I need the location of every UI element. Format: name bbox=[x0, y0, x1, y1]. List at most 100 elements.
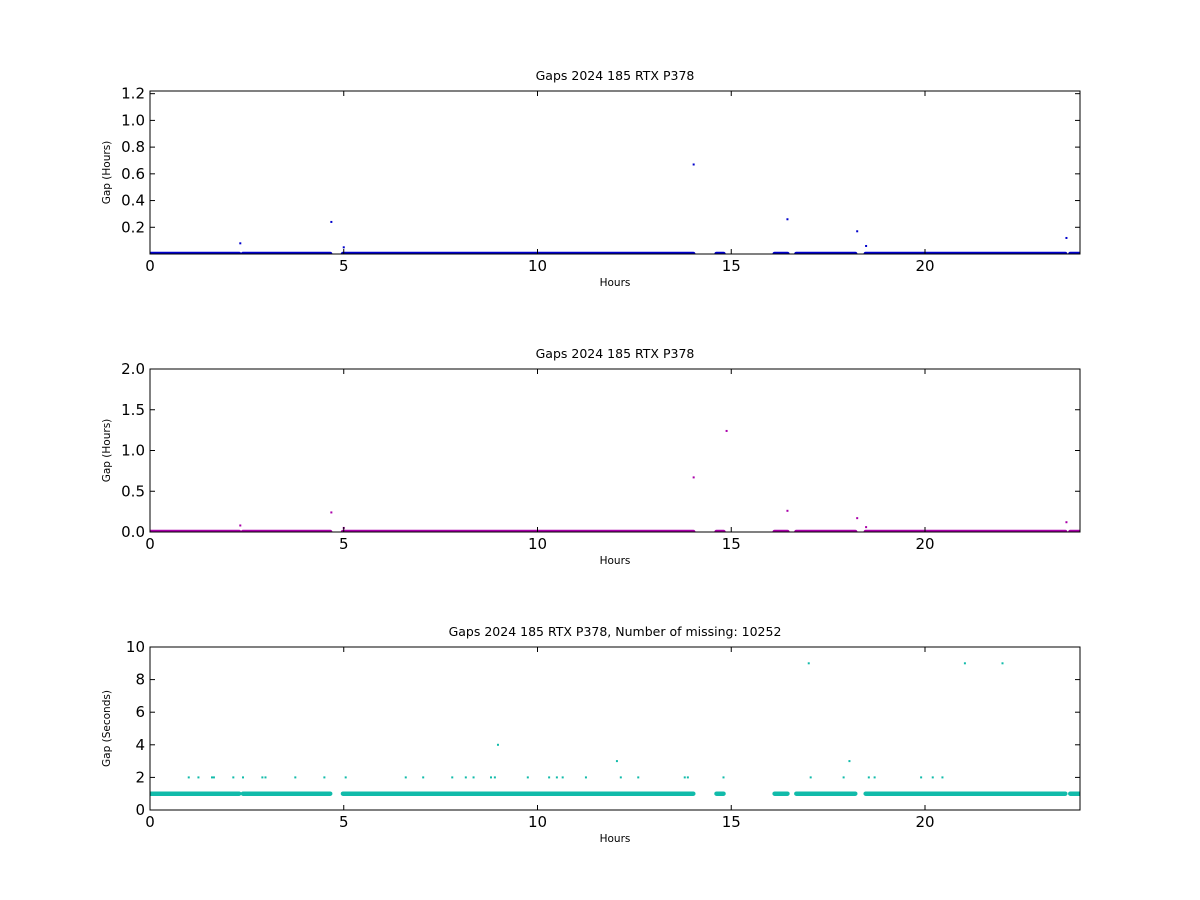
y-tick-label: 0 bbox=[135, 801, 145, 819]
data-point-29 bbox=[686, 776, 689, 779]
y-tick-label: 1.5 bbox=[121, 401, 145, 419]
y-tick-label: 0.5 bbox=[121, 482, 145, 500]
y-tick-label: 1.0 bbox=[121, 442, 145, 460]
chart-title: Gaps 2024 185 RTX P378 bbox=[536, 346, 695, 361]
data-point-15 bbox=[464, 776, 467, 779]
data-point-11 bbox=[344, 776, 347, 779]
data-point-17 bbox=[490, 776, 492, 779]
x-tick-label: 5 bbox=[339, 813, 349, 831]
data-point-4 bbox=[212, 776, 215, 779]
y-tick-label: 2.0 bbox=[121, 360, 145, 378]
x-tick-label: 20 bbox=[915, 535, 934, 553]
y-tick-label: 1.2 bbox=[121, 85, 145, 103]
x-tick-label: 5 bbox=[339, 257, 349, 275]
x-axis-label: Hours bbox=[600, 833, 631, 845]
axes-frame bbox=[149, 646, 1081, 811]
x-tick-label: 15 bbox=[722, 535, 741, 553]
data-point-28 bbox=[683, 776, 686, 779]
chart-panel-1: Gaps 2024 185 RTX P378 0 5 10 15 20 0.2 0.4 0.6 0… bbox=[101, 68, 1081, 289]
x-tick-label: 15 bbox=[722, 813, 741, 831]
data-point-16 bbox=[472, 776, 475, 779]
data-point-18 bbox=[493, 776, 496, 779]
data-point-39 bbox=[941, 776, 944, 779]
data-point-7 bbox=[865, 244, 868, 247]
data-point-8 bbox=[1065, 236, 1068, 239]
x-axis-label: Hours bbox=[600, 555, 631, 567]
y-tick-label: 0.4 bbox=[121, 192, 145, 210]
x-tick-label: 10 bbox=[528, 535, 547, 553]
data-point-7 bbox=[261, 776, 264, 779]
y-axis-label: Gap (Seconds) bbox=[101, 690, 113, 767]
data-layer bbox=[150, 163, 1080, 254]
data-point-41 bbox=[1001, 662, 1004, 665]
data-point-37 bbox=[920, 776, 923, 779]
data-point-23 bbox=[561, 776, 564, 779]
y-axis-label: Gap (Hours) bbox=[101, 141, 113, 205]
data-point-12 bbox=[404, 776, 407, 779]
data-point-26 bbox=[619, 776, 622, 779]
data-point-32 bbox=[809, 776, 812, 779]
x-tick-label: 0 bbox=[145, 813, 155, 831]
data-point-24 bbox=[584, 776, 587, 779]
y-tick-label: 4 bbox=[135, 736, 145, 754]
data-point-38 bbox=[931, 776, 934, 779]
x-tick-label: 15 bbox=[722, 257, 741, 275]
data-point-34 bbox=[848, 760, 851, 763]
data-point-14 bbox=[451, 776, 454, 779]
x-tick-label: 20 bbox=[915, 257, 934, 275]
data-point-5 bbox=[232, 776, 235, 779]
y-axis-label: Gap (Hours) bbox=[101, 419, 113, 483]
data-point-6 bbox=[242, 776, 244, 779]
data-point-1 bbox=[239, 242, 242, 245]
data-point-30 bbox=[722, 776, 725, 779]
chart-title: Gaps 2024 185 RTX P378 bbox=[536, 68, 695, 83]
x-axis-label: Hours bbox=[600, 277, 631, 289]
data-point-10 bbox=[323, 776, 326, 779]
data-point-2 bbox=[330, 511, 333, 514]
y-tick-label: 0.2 bbox=[121, 218, 145, 236]
data-point-35 bbox=[867, 776, 870, 779]
data-layer bbox=[150, 429, 1080, 532]
data-point-20 bbox=[526, 776, 529, 779]
data-point-1 bbox=[239, 524, 242, 527]
data-point-22 bbox=[555, 776, 558, 779]
data-point-2 bbox=[197, 776, 200, 779]
y-tick-label: 6 bbox=[135, 703, 145, 721]
data-point-19 bbox=[496, 743, 499, 746]
data-point-5 bbox=[725, 429, 728, 432]
y-tick-label: 0.0 bbox=[121, 523, 145, 541]
data-point-3 bbox=[342, 246, 345, 249]
axes-frame bbox=[149, 90, 1081, 255]
x-tick-label: 20 bbox=[915, 813, 934, 831]
data-point-27 bbox=[637, 776, 640, 779]
data-point-7 bbox=[856, 517, 859, 520]
y-tick-label: 0.6 bbox=[121, 165, 145, 183]
x-tick-label: 10 bbox=[528, 813, 547, 831]
chart-panel-3: Gaps 2024 185 RTX P378, Number of missin… bbox=[101, 624, 1081, 845]
y-tick-label: 8 bbox=[135, 671, 145, 689]
data-point-8 bbox=[264, 776, 267, 779]
y-tick-label: 1.0 bbox=[121, 111, 145, 129]
data-point-33 bbox=[842, 776, 845, 779]
data-point-25 bbox=[615, 760, 618, 763]
x-tick-label: 5 bbox=[339, 535, 349, 553]
data-point-40 bbox=[963, 662, 966, 665]
chart-title: Gaps 2024 185 RTX P378, Number of missin… bbox=[449, 624, 782, 639]
data-point-36 bbox=[873, 776, 876, 779]
y-tick-label: 2 bbox=[135, 768, 145, 786]
data-point-1 bbox=[187, 776, 190, 779]
data-point-2 bbox=[330, 220, 333, 223]
y-tick-label: 0.8 bbox=[121, 138, 145, 156]
x-tick-label: 10 bbox=[528, 257, 547, 275]
data-point-5 bbox=[786, 218, 789, 221]
data-point-4 bbox=[692, 476, 695, 479]
data-point-4 bbox=[692, 163, 695, 166]
data-point-13 bbox=[422, 776, 425, 779]
y-tick-label: 10 bbox=[126, 638, 145, 656]
data-point-9 bbox=[294, 776, 297, 779]
data-point-6 bbox=[856, 230, 859, 233]
data-point-3 bbox=[211, 776, 213, 779]
data-point-8 bbox=[865, 526, 868, 529]
data-point-31 bbox=[807, 662, 810, 665]
